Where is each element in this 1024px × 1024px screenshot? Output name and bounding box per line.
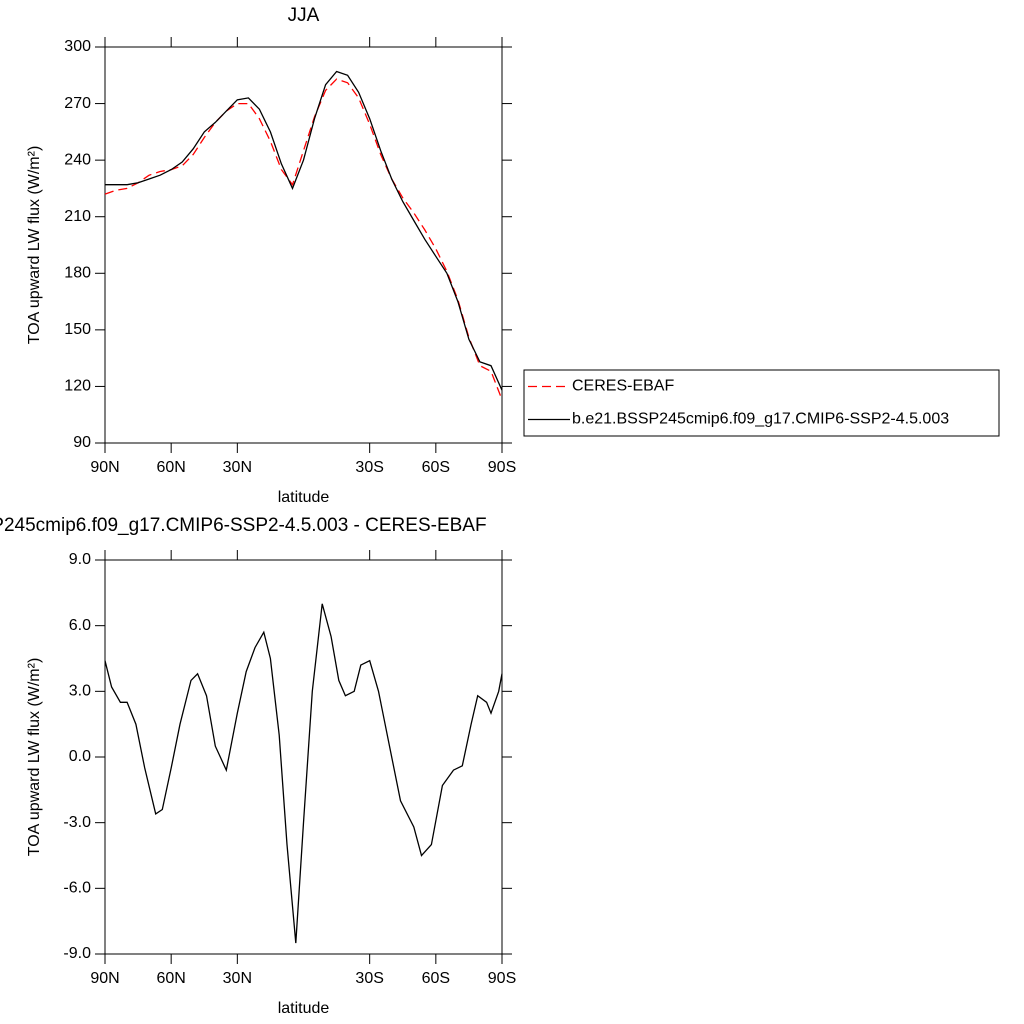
x-tick-label: 60N [156,459,185,476]
y-axis-label: TOA upward LW flux (W/m²) [26,146,43,345]
x-tick-label: 90N [90,970,119,987]
y-tick-label: 3.0 [69,683,91,700]
data-line [105,70,503,391]
x-tick-label: 60S [422,459,450,476]
legend-label: CERES-EBAF [572,378,674,395]
y-tick-label: 9.0 [69,551,91,568]
chart-title: JJA [288,5,320,26]
plot-frame [104,559,503,955]
x-axis-label: latitude [278,489,330,506]
y-tick-label: -3.0 [63,814,91,831]
y-tick-label: 120 [64,378,91,395]
y-tick-label: 270 [64,95,91,112]
x-axis-label: latitude [278,1000,330,1017]
x-tick-label: 90S [488,459,516,476]
data-line [104,603,503,944]
y-axis-label: TOA upward LW flux (W/m²) [26,658,43,857]
chart-title: b.e21.BSSP245cmip6.f09_g17.CMIP6-SSP2-4.… [0,515,487,536]
y-tick-label: 0.0 [69,748,91,765]
x-tick-label: 30N [223,459,252,476]
y-tick-label: -9.0 [63,945,91,962]
y-tick-label: 6.0 [69,617,91,634]
legend-box [523,369,1000,437]
x-tick-label: 30S [355,970,383,987]
data-line [104,78,503,400]
y-tick-label: 90 [73,434,91,451]
plot-frame [104,46,503,444]
y-tick-label: 150 [64,321,91,338]
y-tick-label: 180 [64,265,91,282]
x-tick-label: 60S [422,970,450,987]
y-tick-label: 240 [64,151,91,168]
x-tick-label: 90S [488,970,516,987]
x-tick-label: 30N [223,970,252,987]
x-tick-label: 30S [355,459,383,476]
x-tick-label: 60N [156,970,185,987]
y-tick-label: -6.0 [63,880,91,897]
y-tick-label: 210 [64,208,91,225]
y-tick-label: 300 [64,38,91,55]
legend-label: b.e21.BSSP245cmip6.f09_g17.CMIP6-SSP2-4.… [572,411,949,428]
x-tick-label: 90N [90,459,119,476]
